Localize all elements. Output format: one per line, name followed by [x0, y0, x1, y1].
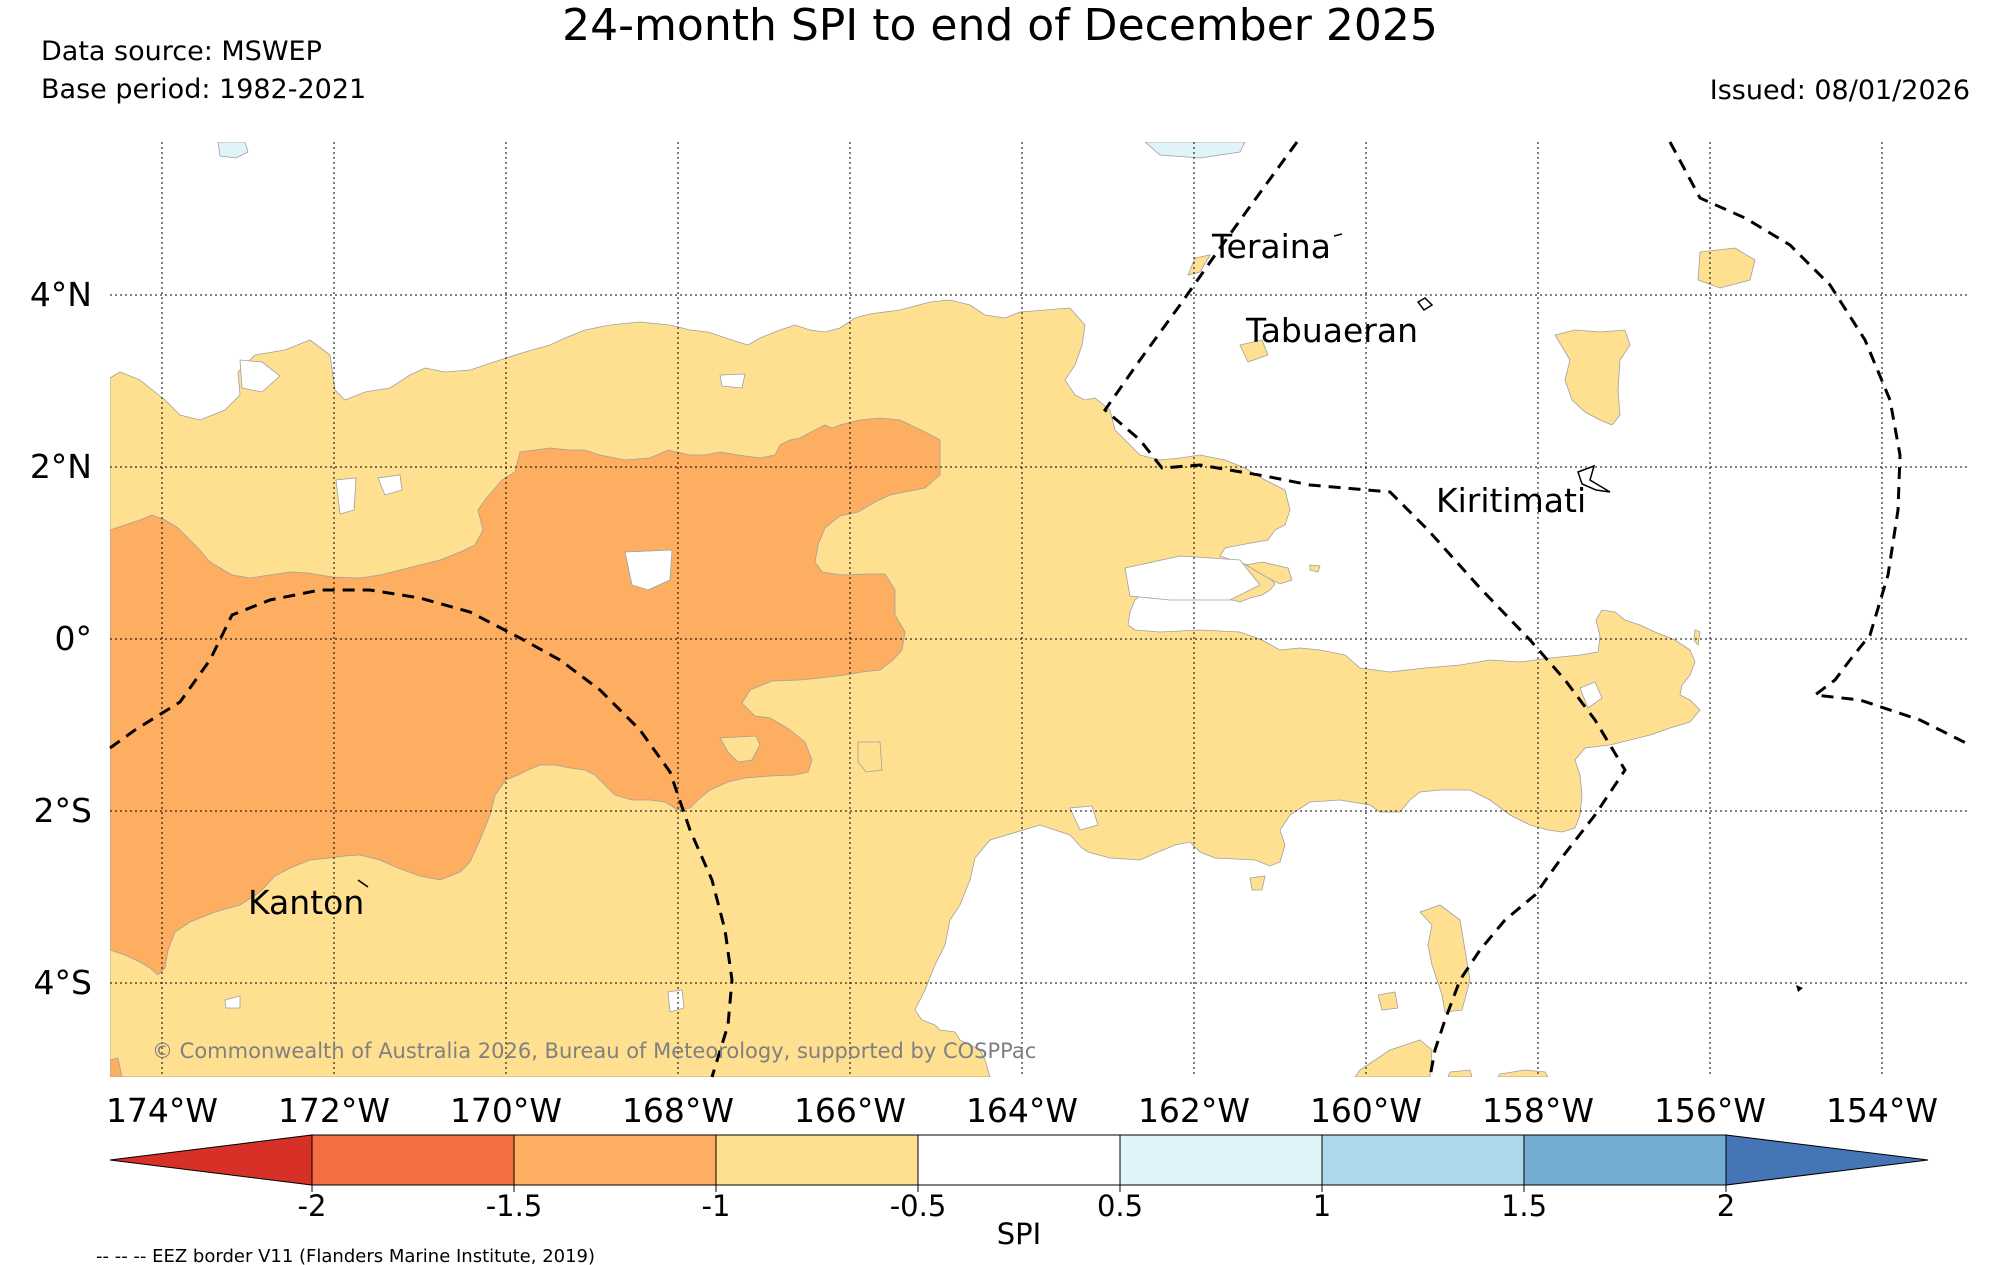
place-label-kanton: Kanton	[248, 883, 364, 922]
colorbar-tick: -1	[702, 1189, 731, 1223]
moderate-dry-region	[110, 417, 941, 976]
lon-label-172w: 172°W	[278, 1091, 390, 1130]
gap	[224, 995, 241, 1009]
lon-label-162w: 162°W	[1138, 1091, 1250, 1130]
eez-border	[109, 141, 1971, 1078]
lat-label-2n: 2°N	[30, 447, 92, 486]
eez-border-note: -- -- -- EEZ border V11 (Flanders Marine…	[96, 1246, 595, 1265]
colorbar-tick: -1.5	[486, 1189, 543, 1223]
colorbar: -2 -1.5 -1 -0.5 0.5 1 1.5 2 SPI	[109, 1134, 1929, 1251]
yellow-patch	[1354, 1039, 1433, 1077]
issued-date-label: Issued: 08/01/2026	[1709, 75, 1970, 106]
colorbar-tick: -2	[298, 1189, 327, 1223]
gap	[1069, 805, 1099, 831]
lat-label-2s: 2°S	[34, 791, 92, 830]
light-wet-patch	[217, 142, 249, 159]
colorbar-tick: 1	[1313, 1189, 1331, 1223]
teraina-island-marker	[1333, 233, 1343, 237]
orange-patch	[110, 1057, 123, 1077]
light-wet-patch	[1144, 142, 1246, 159]
colorbar-segment	[1523, 1134, 1727, 1186]
island-marker	[1796, 985, 1803, 992]
yellow-patch	[1249, 875, 1266, 891]
kiritimati-island-outline	[1577, 464, 1611, 493]
lat-label-4s: 4°S	[34, 963, 92, 1002]
yellow-patch	[1554, 329, 1631, 426]
yellow-patch	[1239, 339, 1269, 363]
place-label-kiritimati: Kiritimati	[1436, 481, 1586, 520]
spi-shading	[110, 142, 1756, 1077]
gap	[667, 989, 685, 1013]
colorbar-segment	[109, 1134, 313, 1186]
kanton-island-marker	[357, 879, 369, 888]
lat-label-4n: 4°N	[30, 275, 92, 314]
colorbar-segment	[715, 1134, 919, 1186]
colorbar-tick: -0.5	[890, 1189, 947, 1223]
base-period-label: Base period: 1982-2021	[41, 74, 367, 105]
yellow-island	[857, 741, 883, 773]
lon-label-156w: 156°W	[1654, 1091, 1766, 1130]
lon-label-174w: 174°W	[106, 1091, 218, 1130]
data-source-label: Data source: MSWEP	[41, 36, 322, 67]
place-label-tabuaeran: Tabuaeran	[1245, 311, 1418, 350]
gap	[719, 373, 746, 389]
yellow-patch	[1244, 561, 1293, 585]
yellow-patch	[1697, 247, 1756, 289]
gap	[1579, 681, 1603, 709]
yellow-patch	[1497, 1069, 1549, 1077]
lon-label-154w: 154°W	[1826, 1091, 1938, 1130]
lon-label-168w: 168°W	[622, 1091, 734, 1130]
colorbar-segment	[917, 1134, 1121, 1186]
colorbar-segment	[311, 1134, 515, 1186]
map-title: 24-month SPI to end of December 2025	[562, 0, 1438, 51]
lon-label-160w: 160°W	[1310, 1091, 1422, 1130]
colorbar-tick: 2	[1717, 1189, 1735, 1223]
lon-label-166w: 166°W	[794, 1091, 906, 1130]
colorbar-tick: 0.5	[1097, 1189, 1143, 1223]
lon-label-158w: 158°W	[1482, 1091, 1594, 1130]
tabuaeran-island-outline	[1416, 297, 1434, 312]
yellow-patch	[1309, 564, 1321, 573]
gap	[335, 477, 357, 515]
copyright-notice: © Commonwealth of Australia 2026, Bureau…	[152, 1039, 1036, 1063]
yellow-patch	[1419, 904, 1471, 1013]
yellow-island	[719, 735, 761, 763]
yellow-patch	[1377, 991, 1399, 1011]
colorbar-segment	[1725, 1134, 1929, 1186]
yellow-patch	[1447, 1069, 1473, 1077]
graticule	[110, 142, 1970, 1077]
colorbar-segment	[1321, 1134, 1525, 1186]
gap	[1124, 555, 1261, 601]
gap	[624, 549, 673, 591]
gap	[239, 359, 281, 393]
lon-label-164w: 164°W	[966, 1091, 1078, 1130]
colorbar-segment	[1119, 1134, 1323, 1186]
lat-label-0: 0°	[55, 619, 93, 658]
colorbar-tick: 1.5	[1501, 1189, 1547, 1223]
gap	[377, 474, 403, 496]
place-label-teraina: Teraina	[1211, 227, 1331, 266]
yellow-patch	[1693, 629, 1701, 646]
colorbar-label: SPI	[997, 1217, 1041, 1251]
lon-label-170w: 170°W	[450, 1091, 562, 1130]
colorbar-segment	[513, 1134, 717, 1186]
yellow-patch	[1187, 254, 1211, 276]
